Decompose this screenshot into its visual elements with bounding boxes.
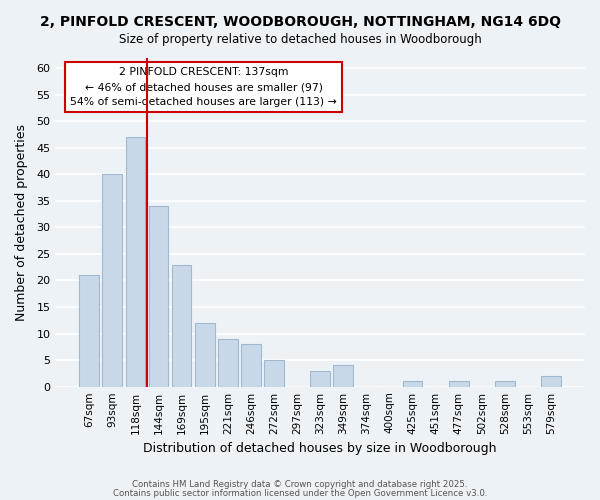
Bar — [310, 371, 330, 386]
Bar — [79, 275, 99, 386]
Text: Contains HM Land Registry data © Crown copyright and database right 2025.: Contains HM Land Registry data © Crown c… — [132, 480, 468, 489]
Text: 2 PINFOLD CRESCENT: 137sqm
← 46% of detached houses are smaller (97)
54% of semi: 2 PINFOLD CRESCENT: 137sqm ← 46% of deta… — [70, 68, 337, 107]
Bar — [149, 206, 169, 386]
Bar — [125, 137, 145, 386]
Bar — [541, 376, 561, 386]
Bar — [334, 366, 353, 386]
Bar — [172, 264, 191, 386]
X-axis label: Distribution of detached houses by size in Woodborough: Distribution of detached houses by size … — [143, 442, 497, 455]
Bar — [103, 174, 122, 386]
Bar — [218, 339, 238, 386]
Y-axis label: Number of detached properties: Number of detached properties — [15, 124, 28, 320]
Bar — [195, 323, 215, 386]
Text: Size of property relative to detached houses in Woodborough: Size of property relative to detached ho… — [119, 32, 481, 46]
Text: 2, PINFOLD CRESCENT, WOODBOROUGH, NOTTINGHAM, NG14 6DQ: 2, PINFOLD CRESCENT, WOODBOROUGH, NOTTIN… — [40, 15, 560, 29]
Bar — [449, 382, 469, 386]
Bar — [495, 382, 515, 386]
Bar — [241, 344, 260, 387]
Bar — [264, 360, 284, 386]
Text: Contains public sector information licensed under the Open Government Licence v3: Contains public sector information licen… — [113, 489, 487, 498]
Bar — [403, 382, 422, 386]
